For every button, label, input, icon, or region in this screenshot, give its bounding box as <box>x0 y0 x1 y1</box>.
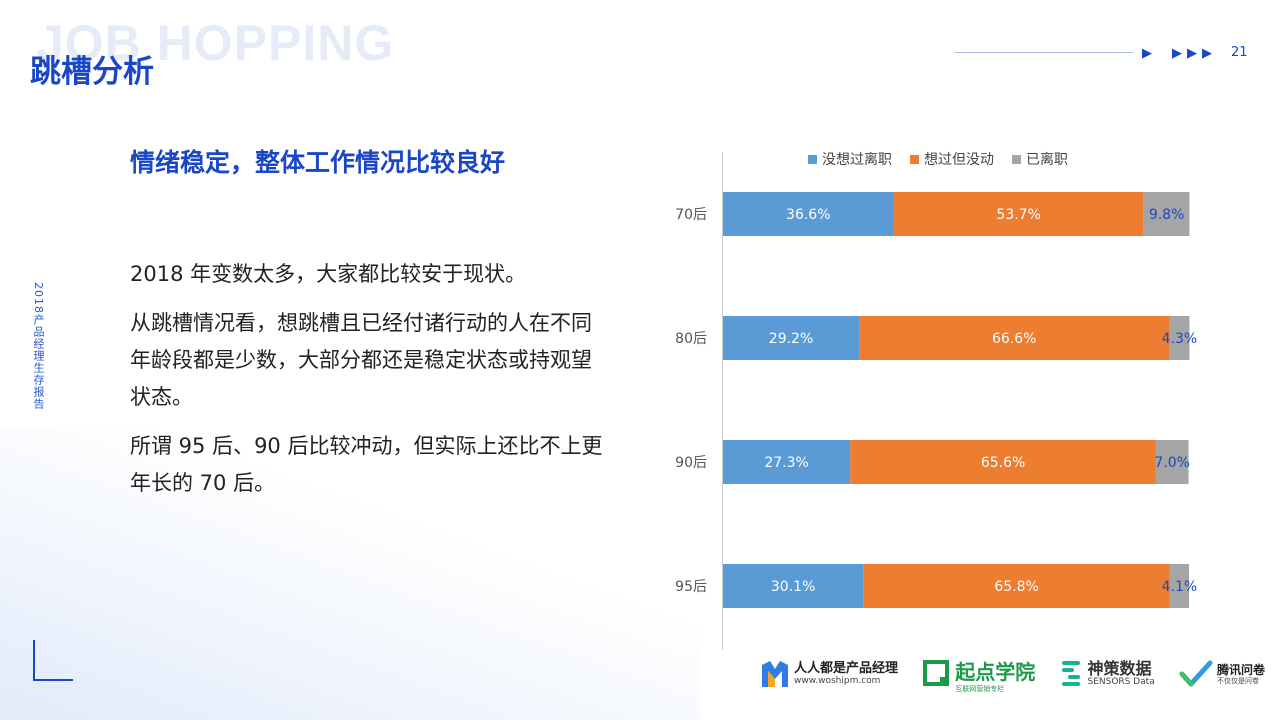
page-number: 21 <box>1231 45 1248 60</box>
paragraph: 2018 年变数太多，大家都比较安于现状。 <box>130 262 527 286</box>
data-label: 65.8% <box>994 579 1038 595</box>
data-label: 53.7% <box>996 207 1040 223</box>
data-label: 27.3% <box>764 455 808 471</box>
bar-segment <box>893 192 1144 236</box>
header-watermark: JOB HOPPING <box>36 15 395 71</box>
checkmark-logo-icon <box>1179 660 1213 687</box>
bar-segment <box>850 440 1156 484</box>
qidian-logo-icon <box>923 660 950 686</box>
arrow-right-icon: ▶ <box>1187 46 1197 61</box>
category-label: 80后 <box>675 331 707 347</box>
category-label: 95后 <box>675 579 707 595</box>
data-label: 30.1% <box>771 579 815 595</box>
data-label: 9.8% <box>1149 207 1185 223</box>
logo-woshipm: 人人都是产品经理 www.woshipm.com <box>760 659 898 689</box>
category-label: 90后 <box>675 455 707 471</box>
bar-segment <box>1155 440 1189 484</box>
bar-segment <box>1169 316 1190 360</box>
logo-label: 腾讯问卷 <box>1216 662 1265 677</box>
logo-qidian: 起点学院 互联网营销专栏 <box>922 656 1035 693</box>
legend-label: 想过但没动 <box>924 152 994 168</box>
legend-swatch <box>910 155 919 164</box>
corner-bracket <box>33 640 35 680</box>
chart-canvas: 没想过离职 想过但没动 已离职 70后 36.6% 53.7% 9.8% 80后 29.2% 66… <box>675 151 1198 650</box>
logo-sublabel: 不仅仅是问卷 <box>1216 676 1259 685</box>
legend-label: 已离职 <box>1026 151 1068 168</box>
data-label: 29.2% <box>769 331 813 347</box>
paragraph: 从跳槽情况看，想跳槽且已经付诸行动的人在不同年龄段都是少数，大部分都还是稳定状态… <box>130 311 592 409</box>
bar-segment <box>859 316 1170 360</box>
arrow-right-icon: ▶ <box>1142 46 1152 61</box>
section-subtitle: 情绪稳定，整体工作情况比较良好 <box>130 148 506 177</box>
bar-segment <box>1169 564 1189 608</box>
data-label: 66.6% <box>992 331 1036 347</box>
corner-bracket <box>33 679 73 681</box>
legend-swatch <box>808 155 817 164</box>
sensors-logo-icon <box>1062 661 1081 686</box>
arrow-right-icon: ▶ <box>1172 46 1182 61</box>
bar-segment <box>723 192 894 236</box>
footer-logos: 人人都是产品经理 www.woshipm.com 起点学院 互联网营销专栏 神策… <box>760 654 1265 694</box>
arrow-right-icon: ▶ <box>1202 46 1212 61</box>
woshipm-logo-icon <box>762 661 788 687</box>
data-label: 7.0% <box>1154 455 1190 471</box>
paragraph: 所谓 95 后、90 后比较冲动，但实际上还比不上更年长的 70 后。 <box>130 434 603 495</box>
header-divider <box>955 52 1133 53</box>
side-report-label: 2018产品经理生存报告 <box>32 282 45 410</box>
body-text: 2018 年变数太多，大家都比较安于现状。 从跳槽情况看，想跳槽且已经付诸行动的… <box>130 256 610 514</box>
logo-sublabel: 互联网营销专栏 <box>955 684 1005 693</box>
bar-segment <box>723 564 864 608</box>
category-label: 70后 <box>675 207 707 223</box>
logo-sublabel: SENSORS Data <box>1087 677 1155 687</box>
legend-swatch <box>1012 155 1021 164</box>
bar-segment <box>723 440 851 484</box>
data-label: 36.6% <box>786 207 830 223</box>
bar-segment <box>1143 192 1190 236</box>
data-label: 4.1% <box>1162 579 1198 595</box>
logo-label: 神策数据 <box>1087 659 1152 678</box>
bar-segment <box>863 564 1170 608</box>
logo-sublabel: www.woshipm.com <box>794 676 881 686</box>
logo-tencent-wj: 腾讯问卷 不仅仅是问卷 <box>1179 659 1265 689</box>
data-label: 4.3% <box>1162 331 1198 347</box>
stacked-bar-chart: 没想过离职 想过但没动 已离职 70后 36.6% 53.7% 9.8% 80后 29.2% 66… <box>660 140 1260 650</box>
logo-label: 起点学院 <box>955 659 1036 684</box>
page-title: 跳槽分析 <box>30 54 154 90</box>
legend-label: 没想过离职 <box>822 151 892 168</box>
bar-segment <box>723 316 860 360</box>
logo-label: 人人都是产品经理 <box>794 661 899 676</box>
data-label: 65.6% <box>981 455 1025 471</box>
background-gradient <box>0 430 700 720</box>
logo-sensors: 神策数据 SENSORS Data <box>1059 659 1155 689</box>
